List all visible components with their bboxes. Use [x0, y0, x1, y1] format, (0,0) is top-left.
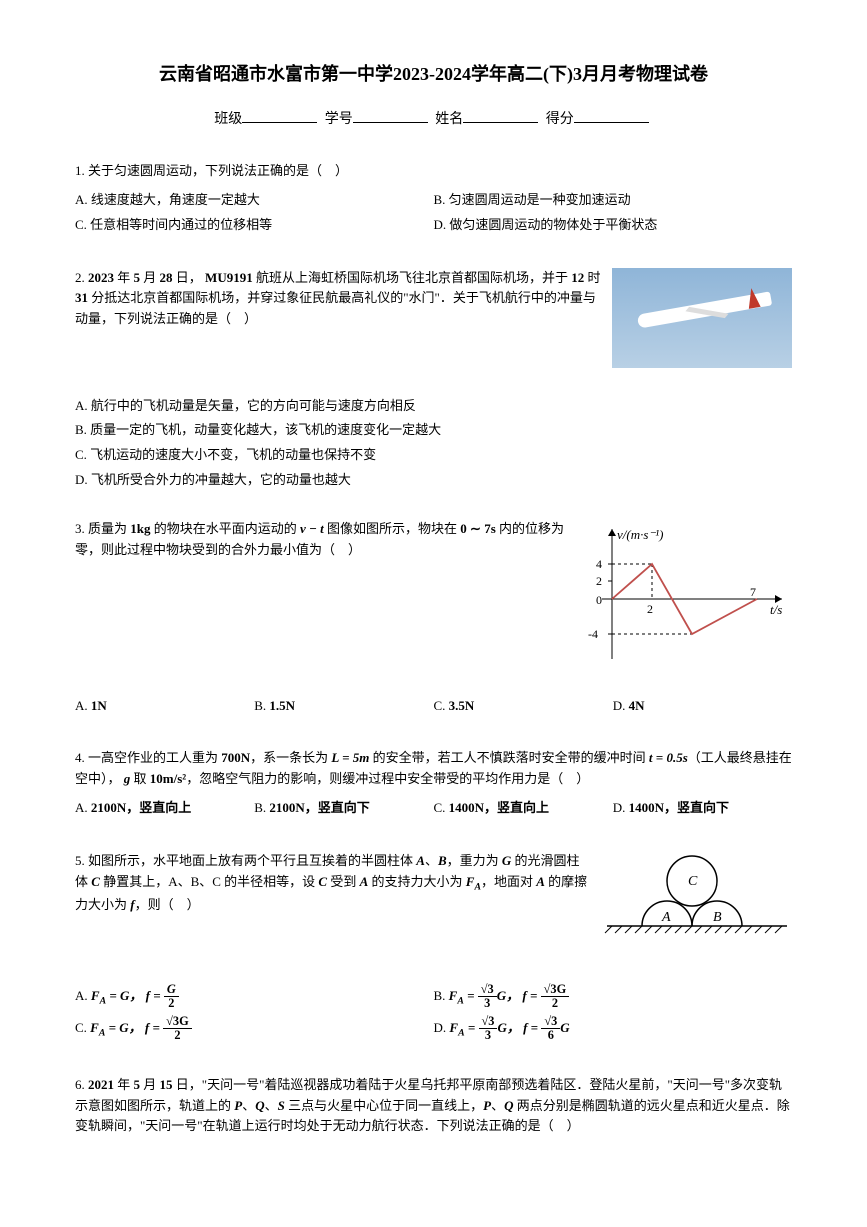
page-title: 云南省昭通市水富市第一中学2023-2024学年高二(下)3月月考物理试卷	[75, 60, 792, 89]
q5-opt-c: C. FA = G， f = √3G2	[75, 1015, 434, 1043]
q4-opt-d: D. 1400N，竖直向下	[613, 798, 792, 819]
q1-stem: 1. 关于匀速圆周运动，下列说法正确的是（ ）	[75, 161, 792, 182]
question-4: 4. 一高空作业的工人重为 700N，系一条长为 L = 5m 的安全带，若工人…	[75, 748, 792, 822]
class-label: 班级	[214, 112, 242, 127]
name-label: 姓名	[435, 112, 463, 127]
graph-xlabel: t/s	[770, 602, 782, 617]
q5-opt-b: B. FA = √33G， f = √3G2	[434, 983, 793, 1011]
q1-opt-a: A. 线速度越大，角速度一定越大	[75, 190, 434, 211]
q3-opt-b: B. 1.5N	[254, 696, 433, 717]
id-label: 学号	[325, 112, 353, 127]
header-fields: 班级 学号 姓名 得分	[75, 109, 792, 131]
question-6: 6. 2021 年 5 月 15 日，"天问一号"着陆巡视器成功着陆于火星乌托邦…	[75, 1075, 792, 1137]
q2-opt-b: B. 质量一定的飞机，动量变化越大，该飞机的速度变化一定越大	[75, 420, 792, 441]
q5-opt-d: D. FA = √33G， f = √36G	[434, 1015, 793, 1043]
question-3: v/(m·s⁻¹) t/s 4 2 0 -4 2 7 3. 质量为 1kg 的物…	[75, 519, 792, 721]
q3-opt-a: A. 1N	[75, 696, 254, 717]
q2-opt-c: C. 飞机运动的速度大小不变，飞机的动量也保持不变	[75, 445, 792, 466]
svg-text:7: 7	[750, 585, 756, 599]
svg-text:4: 4	[596, 557, 602, 571]
q2-opt-d: D. 飞机所受合外力的冲量越大，它的动量也越大	[75, 470, 792, 491]
svg-text:2: 2	[647, 602, 653, 616]
question-5: C A B 5. 如图所示，水平地面上放有两个平行且互挨着的半圆柱体 A、B，重…	[75, 851, 792, 1047]
q3-opt-c: C. 3.5N	[434, 696, 613, 717]
svg-text:A: A	[661, 910, 671, 925]
question-2: 2. 2023 年 5 月 28 日， MU9191 航班从上海虹桥国际机场飞往…	[75, 268, 792, 491]
q1-opt-b: B. 匀速圆周运动是一种变加速运动	[434, 190, 793, 211]
q1-opt-c: C. 任意相等时间内通过的位移相等	[75, 215, 434, 236]
q4-opt-a: A. 2100N，竖直向上	[75, 798, 254, 819]
q3-opt-d: D. 4N	[613, 696, 792, 717]
q4-opt-c: C. 1400N，竖直向上	[434, 798, 613, 819]
airplane-image	[612, 268, 792, 368]
q2-opt-a: A. 航行中的飞机动量是矢量，它的方向可能与速度方向相反	[75, 396, 792, 417]
q6-stem: 6. 2021 年 5 月 15 日，"天问一号"着陆巡视器成功着陆于火星乌托邦…	[75, 1075, 792, 1137]
q4-stem: 4. 一高空作业的工人重为 700N，系一条长为 L = 5m 的安全带，若工人…	[75, 748, 792, 790]
svg-text:B: B	[713, 910, 722, 925]
q5-opt-a: A. FA = G， f = G2	[75, 983, 434, 1011]
q4-opt-b: B. 2100N，竖直向下	[254, 798, 433, 819]
svg-text:-4: -4	[588, 627, 598, 641]
score-label: 得分	[546, 112, 574, 127]
svg-text:2: 2	[596, 574, 602, 588]
cylinder-diagram: C A B	[602, 851, 792, 958]
question-1: 1. 关于匀速圆周运动，下列说法正确的是（ ） A. 线速度越大，角速度一定越大…	[75, 161, 792, 239]
svg-text:C: C	[688, 874, 698, 889]
vt-graph: v/(m·s⁻¹) t/s 4 2 0 -4 2 7	[582, 519, 792, 676]
q1-opt-d: D. 做匀速圆周运动的物体处于平衡状态	[434, 215, 793, 236]
svg-text:0: 0	[596, 593, 602, 607]
graph-ylabel: v/(m·s⁻¹)	[617, 527, 664, 542]
